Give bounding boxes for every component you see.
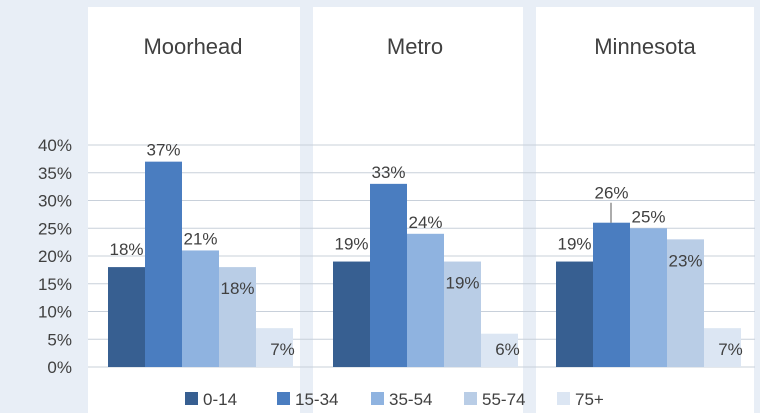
panel-title-minnesota: Minnesota	[594, 34, 696, 59]
y-tick-label: 40%	[38, 136, 72, 155]
legend-label-35-54: 35-54	[389, 390, 432, 409]
y-tick-label: 5%	[47, 330, 72, 349]
bar-minnesota-55-74	[667, 239, 704, 367]
data-label-metro-35-54: 24%	[408, 213, 442, 232]
bar-moorhead-15-34	[145, 161, 182, 367]
data-label-minnesota-55-74: 23%	[668, 251, 702, 270]
legend-swatch-35-54	[371, 392, 384, 405]
data-label-minnesota-0-14: 19%	[557, 235, 591, 254]
data-label-minnesota-35-54: 25%	[631, 207, 665, 226]
bar-minnesota-35-54	[630, 228, 667, 367]
data-label-moorhead-55-74: 18%	[220, 279, 254, 298]
legend: 0-14 15-34 35-54 55-74 75+	[185, 390, 604, 409]
data-label-minnesota-75: 7%	[718, 340, 743, 359]
bar-metro-55-74	[444, 261, 481, 367]
bar-minnesota-75	[704, 328, 741, 367]
bar-minnesota-15-34	[593, 222, 630, 367]
legend-label-0-14: 0-14	[203, 390, 237, 409]
panel-title-metro: Metro	[387, 34, 443, 59]
data-label-metro-55-74: 19%	[445, 274, 479, 293]
bar-metro-0-14	[333, 261, 370, 367]
y-tick-label: 15%	[38, 275, 72, 294]
panel-title-moorhead: Moorhead	[143, 34, 242, 59]
data-label-moorhead-0-14: 18%	[109, 240, 143, 259]
bar-metro-35-54	[407, 233, 444, 367]
data-label-metro-75: 6%	[495, 340, 520, 359]
y-tick-label: 0%	[47, 358, 72, 377]
bar-moorhead-0-14	[108, 267, 145, 367]
legend-label-15-34: 15-34	[295, 390, 338, 409]
data-label-moorhead-75: 7%	[270, 340, 295, 359]
bar-moorhead-35-54	[182, 250, 219, 367]
bar-metro-75	[481, 333, 518, 367]
bar-moorhead-75	[256, 328, 293, 367]
data-labels: 18% 37% 21% 18% 7% 19% 33% 24% 19% 6% 19% 26%25% 23%…	[109, 141, 742, 359]
bar-moorhead-55-74	[219, 267, 256, 367]
data-label-minnesota-15-34: 26%	[594, 184, 628, 203]
data-label-moorhead-35-54: 21%	[183, 229, 217, 248]
y-tick-label: 35%	[38, 164, 72, 183]
bar-metro-15-34	[370, 183, 407, 367]
y-axis: 0% 5% 10% 15% 20% 25% 30% 35% 40%	[38, 136, 72, 377]
data-label-moorhead-15-34: 37%	[146, 141, 180, 160]
bars	[108, 161, 741, 367]
legend-swatch-55-74	[464, 392, 477, 405]
legend-swatch-15-34	[277, 392, 290, 405]
data-label-metro-0-14: 19%	[334, 235, 368, 254]
y-tick-label: 30%	[38, 192, 72, 211]
y-tick-label: 25%	[38, 219, 72, 238]
legend-label-55-74: 55-74	[482, 390, 525, 409]
legend-label-75: 75+	[575, 390, 604, 409]
data-label-metro-15-34: 33%	[371, 163, 405, 182]
legend-swatch-0-14	[185, 392, 198, 405]
bar-minnesota-0-14	[556, 261, 593, 367]
y-tick-label: 10%	[38, 303, 72, 322]
legend-swatch-75	[557, 392, 570, 405]
y-tick-label: 20%	[38, 247, 72, 266]
